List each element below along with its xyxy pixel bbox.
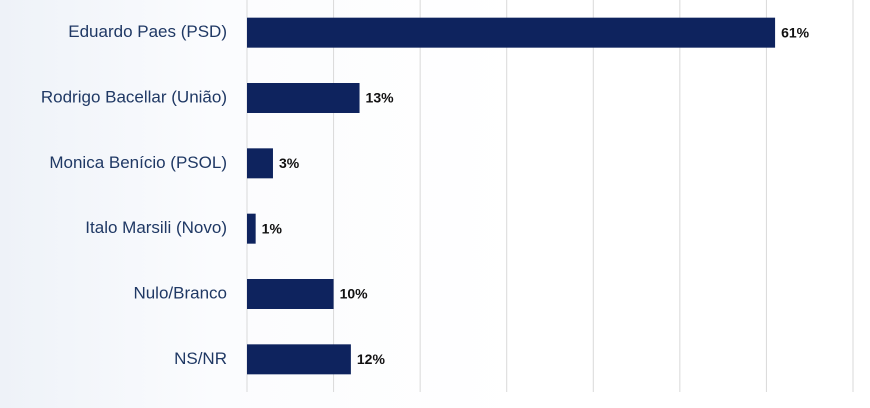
category-label: Nulo/Branco — [133, 283, 227, 302]
category-label: Eduardo Paes (PSD) — [68, 22, 227, 41]
value-label: 13% — [366, 90, 395, 106]
value-label: 12% — [357, 351, 386, 367]
category-label: NS/NR — [174, 349, 227, 368]
bar — [247, 148, 273, 179]
category-label: Monica Benício (PSOL) — [49, 153, 227, 172]
category-label: Rodrigo Bacellar (União) — [41, 87, 227, 106]
value-label: 3% — [279, 155, 300, 171]
bar — [247, 83, 360, 113]
bar — [247, 279, 334, 309]
value-label: 61% — [781, 24, 810, 40]
bar — [247, 344, 351, 375]
value-label: 1% — [262, 220, 283, 236]
bar — [247, 213, 256, 244]
category-label: Italo Marsili (Novo) — [85, 218, 227, 237]
value-label: 10% — [340, 286, 369, 302]
bar — [247, 17, 776, 48]
